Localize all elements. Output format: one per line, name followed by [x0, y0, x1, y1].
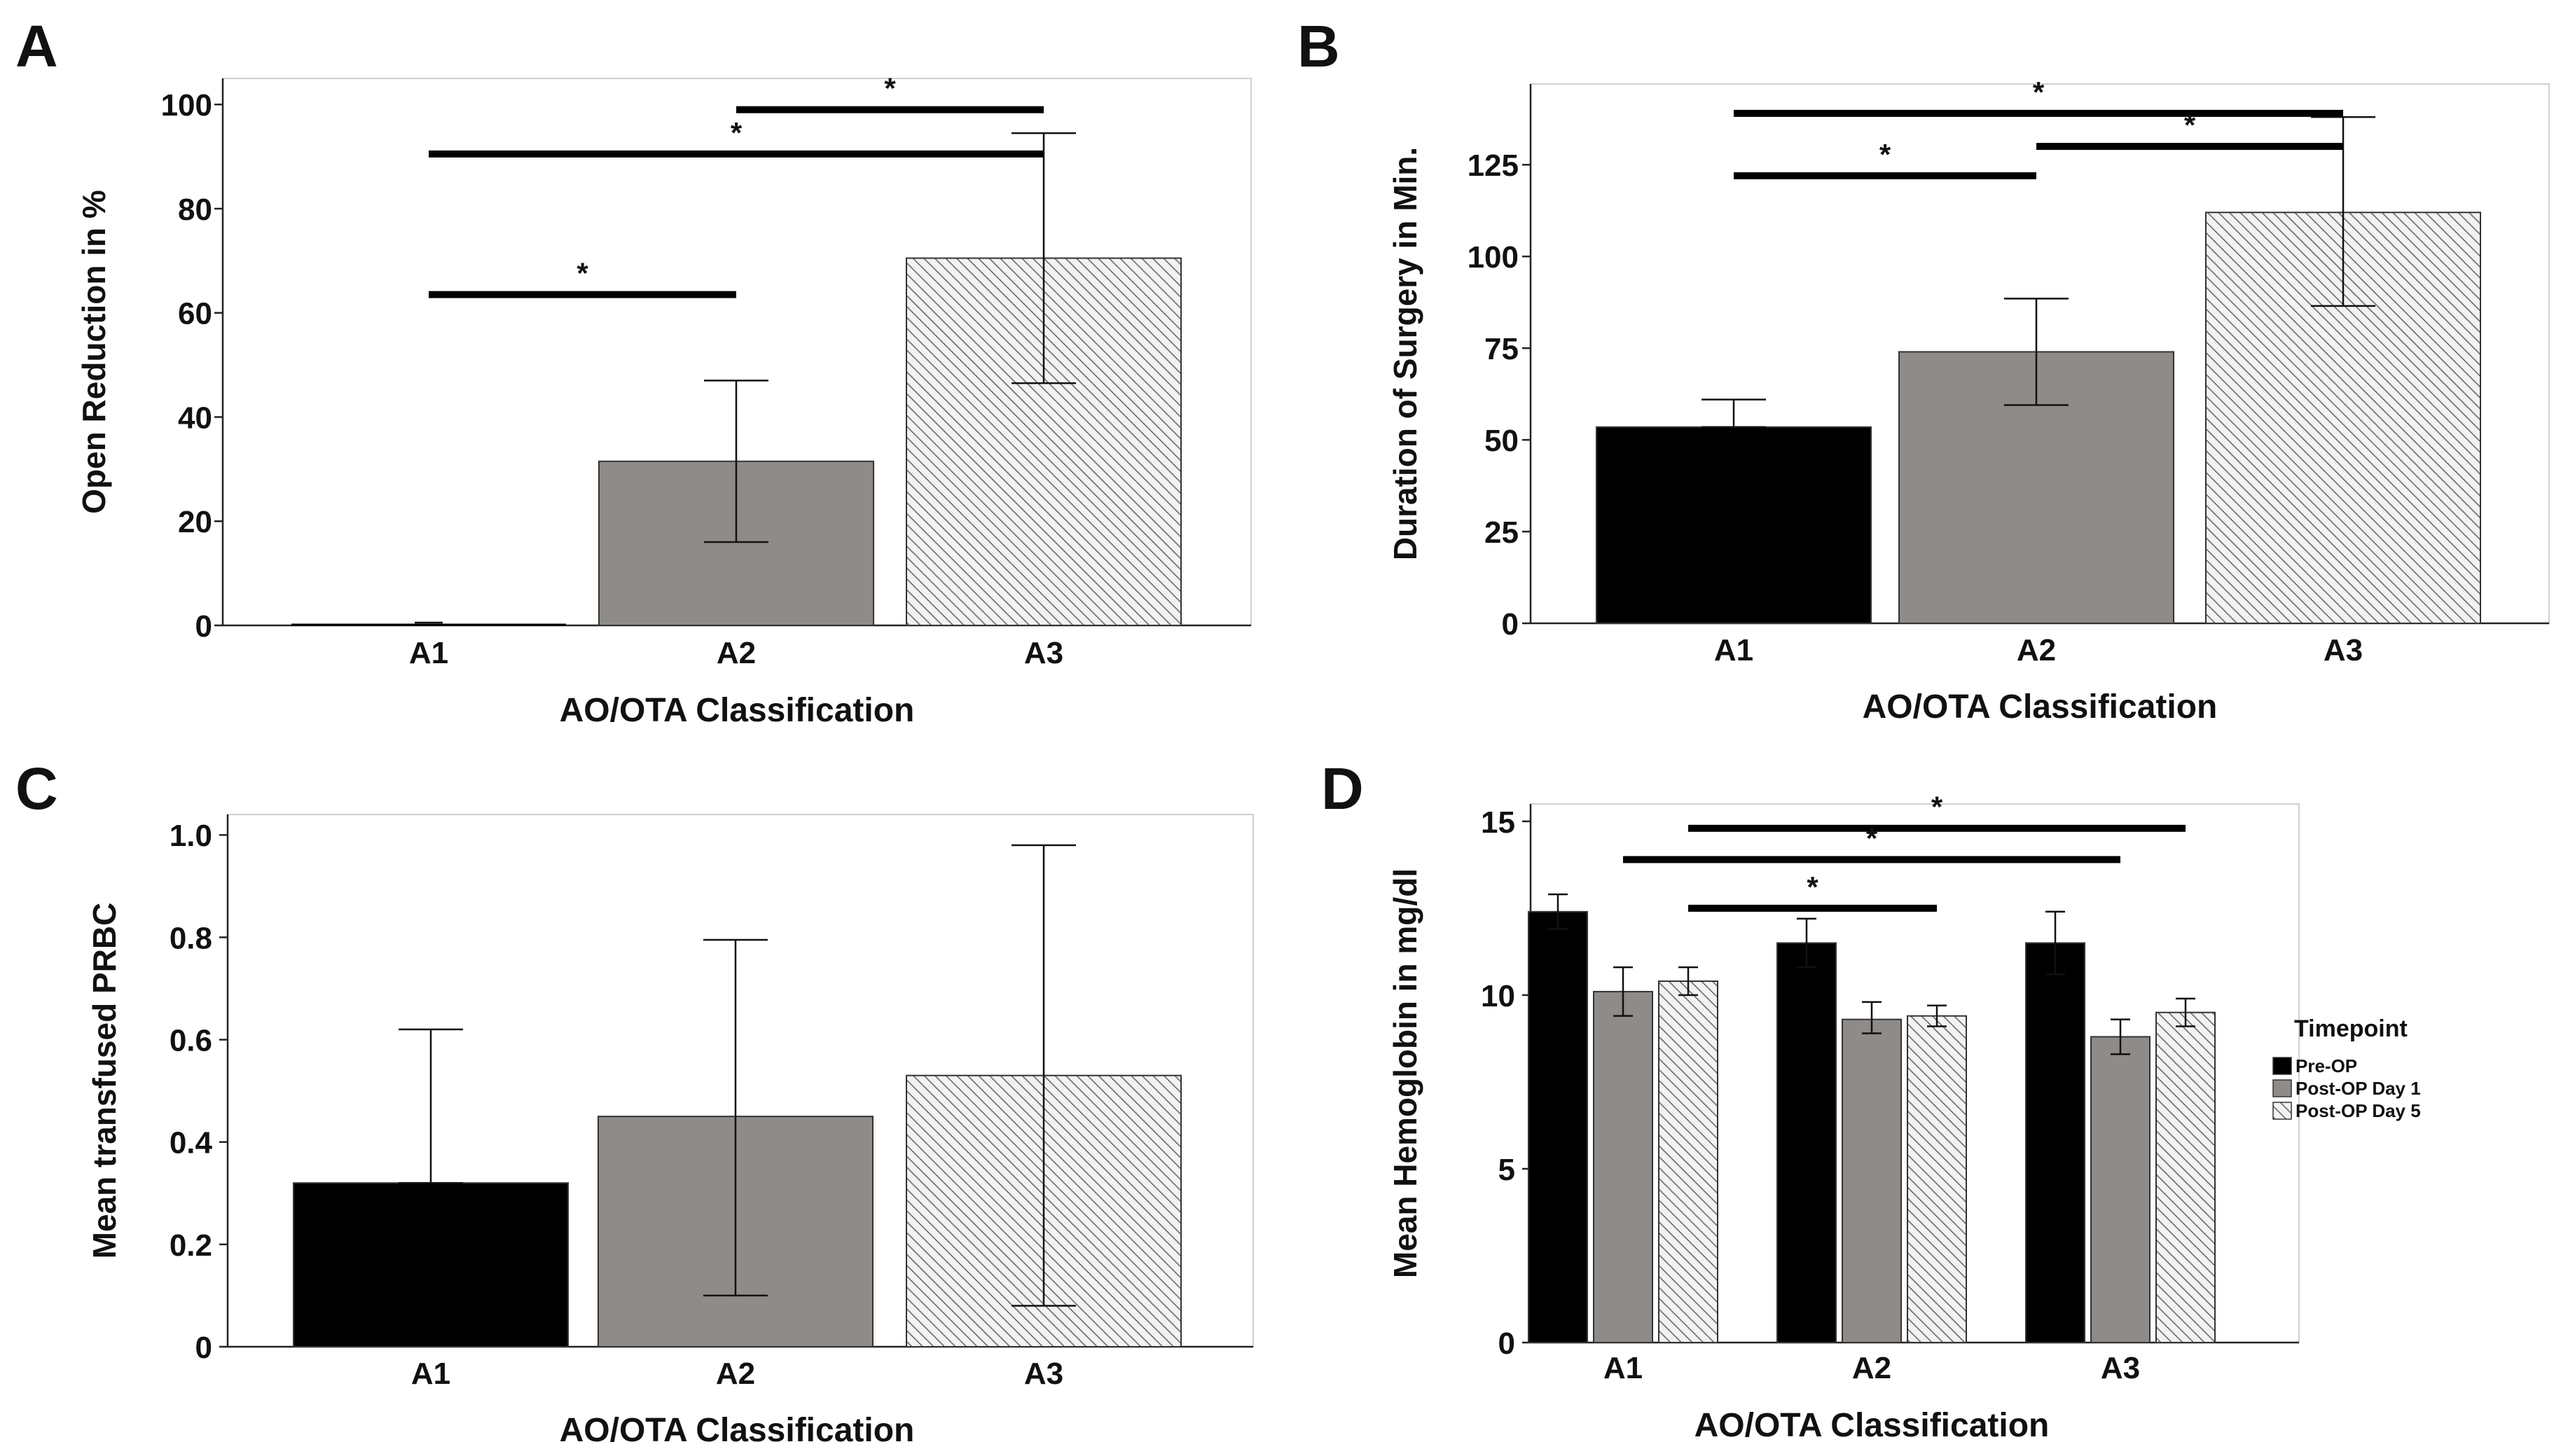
y-tick-label: 125 [1468, 148, 1519, 183]
y-tick-label: 0.8 [170, 921, 212, 955]
y-tick-label: 50 [1484, 424, 1519, 458]
y-tick-label: 1.0 [170, 819, 212, 853]
x-tick-label: A1 [1603, 1351, 1643, 1385]
x-axis-title: AO/OTA Classification [1694, 1407, 2050, 1444]
bar [2155, 1011, 2216, 1343]
x-tick-label: A3 [2101, 1351, 2140, 1385]
bar [1907, 1015, 1967, 1343]
y-tick-label: 75 [1484, 332, 1519, 366]
legend-label: Post-OP Day 5 [2296, 1100, 2421, 1121]
bar [1776, 942, 1837, 1344]
x-tick-label: A3 [2324, 633, 2363, 667]
x-tick-label: A2 [2017, 633, 2056, 667]
bar [2090, 1036, 2151, 1344]
x-axis-title: AO/OTA Classification [560, 1412, 915, 1449]
legend-swatch [2272, 1102, 2292, 1120]
legend-swatch [2272, 1057, 2292, 1075]
bar [1658, 980, 1718, 1343]
legend-swatch [2272, 1079, 2292, 1097]
y-tick-label: 0 [1498, 1326, 1515, 1361]
significance-star: * [1866, 821, 1878, 854]
y-tick-label: 0 [195, 609, 212, 644]
bar [2025, 942, 2085, 1344]
significance-star: * [1807, 871, 1818, 903]
y-tick-label: 0 [1502, 607, 1519, 642]
x-tick-label: A3 [1024, 636, 1063, 670]
y-tick-label: 0.2 [170, 1228, 212, 1263]
panel-label-c: C [15, 756, 58, 821]
bar [1842, 1018, 1902, 1343]
legend-label: Pre-OP [2296, 1055, 2357, 1076]
bar [1596, 426, 1872, 624]
bar [293, 1182, 569, 1347]
y-tick-label: 25 [1484, 515, 1519, 550]
y-tick-label: 0.4 [170, 1126, 213, 1160]
x-tick-label: A2 [716, 1357, 755, 1391]
y-tick-label: 5 [1498, 1153, 1515, 1187]
y-tick-label: 10 [1481, 979, 1515, 1013]
legend-title: Timepoint [2294, 1015, 2408, 1042]
y-axis-title: Duration of Surgery in Min. [1387, 147, 1423, 560]
y-tick-label: 100 [161, 88, 212, 123]
significance-star: * [577, 257, 588, 290]
panel-a: 0 20 40 60 80 100 Open Reduction in % AO/OTA Cl… [76, 72, 1252, 729]
y-tick-label: 0.6 [170, 1024, 212, 1058]
y-axis-title: Mean Hemoglobin in mg/dl [1387, 868, 1423, 1278]
panel-c: 0 0.2 0.4 0.6 0.8 1.0 Mean transfused PRBC AO/O… [86, 814, 1254, 1449]
significance-star: * [884, 72, 896, 105]
y-tick-label: 40 [178, 401, 212, 435]
y-tick-label: 60 [178, 297, 212, 331]
panel-label-a: A [15, 13, 58, 79]
y-tick-label: 80 [178, 193, 212, 227]
y-tick-label: 15 [1481, 805, 1515, 840]
panel-label-b: B [1297, 13, 1340, 79]
bar [1528, 910, 1588, 1344]
panel-label-d: D [1321, 756, 1364, 821]
y-tick-label: 100 [1468, 240, 1519, 275]
significance-star: * [2033, 76, 2045, 109]
x-tick-label: A1 [411, 1357, 450, 1391]
y-tick-label: 0 [195, 1331, 212, 1365]
y-axis-title: Mean transfused PRBC [86, 903, 123, 1259]
x-axis-title: AO/OTA Classification [1863, 688, 2218, 726]
significance-star: * [1931, 791, 1943, 824]
significance-star: * [2184, 109, 2196, 141]
legend-label: Post-OP Day 1 [2296, 1078, 2421, 1099]
bar [1593, 990, 1653, 1343]
x-tick-label: A2 [717, 636, 756, 670]
x-tick-label: A2 [1852, 1351, 1891, 1385]
x-tick-label: A3 [1024, 1357, 1063, 1391]
significance-star: * [1879, 138, 1891, 171]
x-tick-label: A1 [1714, 633, 1753, 667]
x-tick-label: A1 [409, 636, 448, 670]
panel-d: 0 5 10 15 Mean Hemoglobin in mg/dl AO/OTA Cla… [1387, 791, 2421, 1444]
significance-star: * [731, 116, 743, 149]
y-tick-label: 20 [178, 505, 212, 539]
x-axis-title: AO/OTA Classification [560, 692, 915, 729]
panel-b: 0 25 50 75 100 125 Duration of Surgery in Min.… [1387, 76, 2550, 726]
y-axis-title: Open Reduction in % [76, 190, 112, 514]
